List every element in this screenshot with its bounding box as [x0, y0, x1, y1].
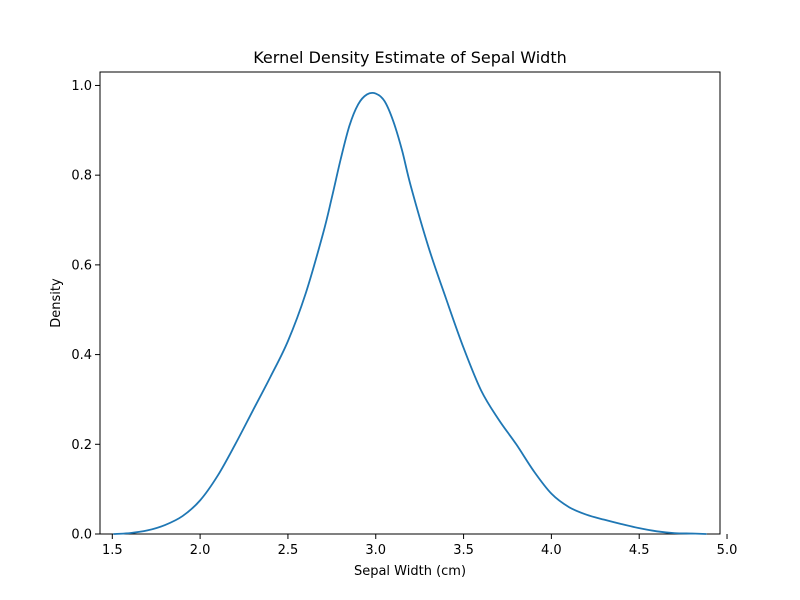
axes-frame [99, 71, 721, 535]
chart-title: Kernel Density Estimate of Sepal Width [253, 48, 567, 67]
y-tick-label: 0.6 [71, 258, 92, 273]
y-tick-label: 1.0 [71, 79, 92, 94]
x-tick-label: 5.0 [717, 543, 738, 558]
x-tick-label: 1.5 [102, 543, 123, 558]
plot-area [99, 71, 721, 535]
y-tick-label: 0.0 [71, 528, 92, 543]
x-tick-label: 2.0 [190, 543, 211, 558]
y-tick-label: 0.8 [71, 169, 92, 184]
y-axis-label: Density [49, 278, 64, 328]
x-tick-label: 3.5 [453, 543, 474, 558]
x-tick-label: 4.5 [629, 543, 650, 558]
y-tick-label: 0.2 [71, 438, 92, 453]
kde-series-line [113, 91, 707, 535]
x-tick-label: 3.0 [365, 543, 386, 558]
y-axis-ticks: 0.0 0.2 0.4 0.6 0.8 1.0 [71, 79, 100, 543]
x-axis-ticks: 1.5 2.0 2.5 3.0 3.5 4.0 4.5 5.0 [102, 534, 737, 558]
x-tick-label: 4.0 [541, 543, 562, 558]
x-tick-label: 2.5 [278, 543, 299, 558]
y-tick-label: 0.4 [71, 348, 92, 363]
x-axis-label: Sepal Width (cm) [354, 564, 466, 579]
